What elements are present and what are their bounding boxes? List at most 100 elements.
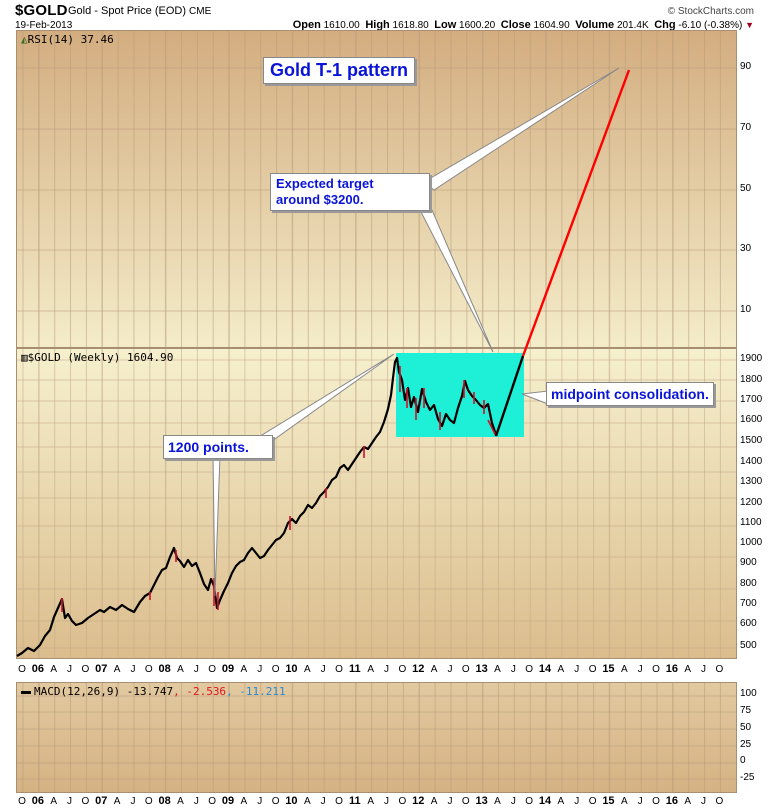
price-tick: 1200 xyxy=(740,497,763,508)
x-axis-label: O xyxy=(144,796,153,807)
chart-date: 19-Feb-2013 xyxy=(15,20,73,31)
high-label: High xyxy=(365,19,390,31)
rsi-tick: 10 xyxy=(740,304,752,315)
x-axis-label: 06 xyxy=(31,663,44,675)
x-axis-label: A xyxy=(367,664,375,675)
instrument-title: Gold - Spot Price (EOD) xyxy=(68,5,186,17)
down-arrow-icon: ▼ xyxy=(745,20,754,30)
x-axis-label: 09 xyxy=(221,795,235,807)
x-axis-label: J xyxy=(384,664,390,675)
price-tick: 1500 xyxy=(740,435,763,446)
price-tick: 1900 xyxy=(740,353,763,364)
consolidation-box xyxy=(396,353,524,437)
x-axis-label: J xyxy=(130,664,136,675)
macd-value: MACD(12,26,9) -13.747 xyxy=(34,685,174,698)
x-axis-label: O xyxy=(398,796,407,807)
x-axis-label: A xyxy=(367,796,375,807)
x-axis-label: J xyxy=(67,796,73,807)
x-axis-label: 14 xyxy=(538,663,552,675)
x-axis-label: O xyxy=(652,796,660,807)
price-series xyxy=(16,356,498,657)
x-axis-label: A xyxy=(620,796,628,807)
x-axis-label: 08 xyxy=(158,795,171,807)
points-callout-pointer xyxy=(261,353,395,442)
x-axis-label: A xyxy=(430,664,438,675)
x-axis-label: J xyxy=(447,796,453,807)
x-axis-label: A xyxy=(430,796,438,807)
x-axis-label: O xyxy=(335,796,343,807)
x-axis-label: 08 xyxy=(158,663,171,675)
x-axis-label: J xyxy=(574,664,580,675)
symbol: $GOLD xyxy=(15,2,68,19)
x-axis-label: J xyxy=(701,664,707,675)
x-axis-label: 10 xyxy=(285,663,298,675)
rsi-tick: 70 xyxy=(740,122,752,133)
x-axis-label: A xyxy=(557,796,565,807)
price-tick: 1000 xyxy=(740,537,763,548)
x-axis-label: A xyxy=(684,796,692,807)
rsi-tick: 50 xyxy=(740,183,752,194)
x-axis-label: A xyxy=(240,664,248,675)
down-bars xyxy=(61,366,497,612)
x-axis-top: O 06 A J O 07 A J O 08 A J O 09 A J O 10 A J O 11 A J O 12 A J O 13 A J… xyxy=(16,660,737,680)
x-axis-label: O xyxy=(525,796,534,807)
macd-label: MACD(12,26,9) -13.747, -2.536, -11.211 xyxy=(21,685,286,698)
rsi-icon: ◭ xyxy=(21,33,28,46)
target-callout-pointer-2 xyxy=(419,209,494,353)
x-axis-bottom: O 06 A J O 07 A J O 08 A J O 09 A J O 10 A J O 11 A J O 12 A J O 13 A J… xyxy=(16,792,737,812)
price-tick: 500 xyxy=(740,640,757,651)
x-axis-label: O xyxy=(208,796,217,807)
rsi-tick: 90 xyxy=(740,61,752,72)
target-annotation: Expected target around $3200. xyxy=(270,173,430,211)
x-axis-label: A xyxy=(303,664,311,675)
x-axis-label: 13 xyxy=(475,663,488,675)
price-tick: 800 xyxy=(740,578,757,589)
close-label: Close xyxy=(500,19,531,31)
instrument-name: Gold - Spot Price (EOD) CME xyxy=(68,5,211,17)
x-axis-label: J xyxy=(447,664,453,675)
price-label: ▥$GOLD (Weekly) 1604.90 xyxy=(21,351,173,364)
price-tick: 600 xyxy=(740,618,757,629)
x-axis-label: O xyxy=(271,796,280,807)
rsi-tick: 30 xyxy=(740,243,752,254)
x-axis-label: 10 xyxy=(285,795,298,807)
points-callout-pointer-2 xyxy=(212,454,221,597)
open-value: 1610.00 xyxy=(323,20,360,31)
ohlc-bars-icon: ▥ xyxy=(21,351,28,364)
close-value: 1604.90 xyxy=(533,20,570,31)
points-annotation: 1200 points. xyxy=(163,435,273,459)
x-axis-label: A xyxy=(494,796,501,807)
x-axis-label: J xyxy=(257,796,263,807)
macd-tick: 50 xyxy=(740,722,752,733)
x-axis-label: 07 xyxy=(95,795,108,807)
price-tick: 1300 xyxy=(740,476,763,487)
x-axis-label: 15 xyxy=(602,663,615,675)
x-axis-label: J xyxy=(257,664,263,675)
x-axis-label: J xyxy=(574,796,580,807)
x-axis-label: 12 xyxy=(412,663,425,675)
x-axis-label: J xyxy=(637,664,643,675)
rsi-label: ◭RSI(14) 37.46 xyxy=(21,33,114,46)
x-axis-label: A xyxy=(113,664,121,675)
macd-line-icon xyxy=(21,690,31,694)
price-tick: 1100 xyxy=(740,517,762,528)
x-axis-label: O xyxy=(588,796,597,807)
high-value: 1618.80 xyxy=(392,20,429,31)
x-axis-label: 11 xyxy=(349,663,361,675)
x-axis-label: A xyxy=(50,664,58,675)
macd-tick: 75 xyxy=(740,705,752,716)
projection-target-line xyxy=(521,69,631,357)
macd-tick: 25 xyxy=(740,739,752,750)
x-axis-label: 13 xyxy=(475,795,488,807)
price-tick: 900 xyxy=(740,557,757,568)
x-axis-label: J xyxy=(510,664,516,675)
x-axis-label: J xyxy=(130,796,136,807)
macd-signal-value: , -2.536 xyxy=(173,685,227,698)
title-annotation: Gold T-1 pattern xyxy=(263,57,416,84)
x-axis-label: O xyxy=(588,664,597,675)
x-axis-label: O xyxy=(652,664,660,675)
price-tick: 700 xyxy=(740,598,757,609)
price-tick: 1600 xyxy=(740,414,763,425)
price-label-text: $GOLD (Weekly) 1604.90 xyxy=(27,351,174,364)
